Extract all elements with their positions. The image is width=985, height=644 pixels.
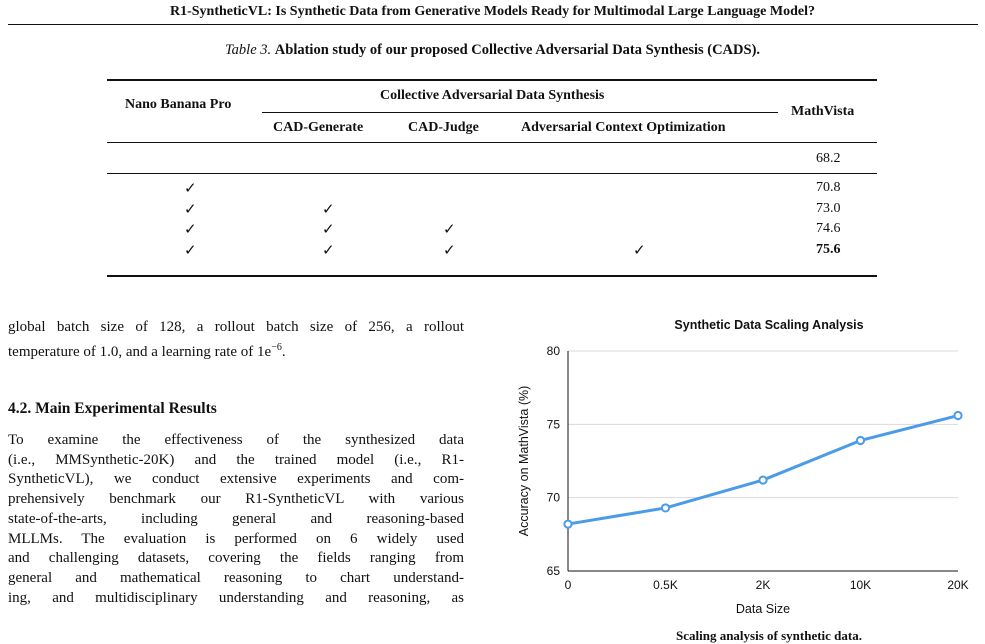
intro-line-1: global batch size of 128, a rollout batc… (8, 319, 464, 335)
table-top-rule (107, 79, 877, 81)
figure-caption: Scaling analysis of synthetic data. (676, 628, 862, 643)
intro-line-2-text: temperature of 1.0, and a learning rate … (8, 343, 272, 360)
y-axis-label: Accuracy on MathVista (%) (517, 386, 531, 537)
header-mathvista: MathVista (791, 104, 855, 119)
paragraph-line: state-of-the-arts, including general and… (8, 510, 464, 527)
table-label: Table 3. (224, 42, 272, 58)
y-tick-label: 70 (547, 491, 561, 505)
x-tick-label: 10K (850, 578, 871, 592)
y-tick-label: 75 (547, 417, 561, 431)
x-tick-label: 20K (947, 578, 968, 592)
paragraph-line: prehensively benchmark our R1-SyntheticV… (8, 491, 464, 508)
table-caption-text: Ablation study of our proposed Collectiv… (274, 42, 761, 58)
series-line (567, 414, 959, 526)
data-point (563, 519, 573, 529)
x-tick-label: 0 (565, 578, 572, 592)
intro-line-2-end: . (281, 343, 286, 360)
paragraph-line: To examine the effectiveness of the synt… (8, 432, 464, 448)
mathvista-score: 73.0 (816, 200, 841, 216)
data-point (660, 503, 671, 513)
check-mark-judge: ✓ (443, 240, 456, 259)
check-mark-nano: ✓ (184, 220, 197, 238)
paragraph-line: MLLMs. The evaluation is performed on 6 … (8, 530, 464, 547)
table-bottom-rule (107, 275, 877, 277)
mathvista-score: 75.6 (816, 241, 841, 257)
check-mark-nano: ✓ (184, 240, 197, 259)
header-nano-banana-pro: Nano Banana Pro (125, 97, 232, 112)
data-point (855, 435, 866, 446)
check-mark-generate: ✓ (322, 240, 335, 259)
check-mark-aco: ✓ (633, 240, 646, 259)
mathvista-score: 74.6 (816, 221, 841, 236)
paragraph-line: general and mathematical reasoning to ch… (8, 569, 464, 586)
table-group-rule (262, 112, 778, 113)
section-heading: 4.2. Main Experimental Results (8, 400, 217, 417)
paragraph-line: SyntheticVL), we conduct extensive exper… (8, 471, 464, 488)
check-mark-nano: ✓ (184, 199, 197, 218)
check-mark-nano: ✓ (184, 179, 197, 197)
running-header: R1-SyntheticVL: Is Synthetic Data from G… (170, 4, 815, 19)
header-cads-group: Collective Adversarial Data Synthesis (380, 88, 605, 103)
data-point (953, 410, 963, 421)
check-mark-judge: ✓ (443, 220, 456, 238)
intro-text: global batch size of 128, a rollout batc… (8, 318, 464, 362)
mathvista-score: 68.2 (816, 151, 841, 166)
paragraph-line: (i.e., MMSynthetic-20K) and the trained … (8, 451, 464, 468)
check-mark-generate: ✓ (322, 220, 335, 238)
y-tick-label: 80 (547, 344, 561, 358)
header-cad-judge: CAD-Judge (408, 120, 479, 135)
y-tick-label: 65 (547, 564, 561, 578)
x-tick-label: 2K (756, 578, 771, 592)
main-results-paragraph: To examine the effectiveness of the synt… (8, 431, 464, 608)
x-tick-label: 0.5K (653, 578, 678, 592)
paragraph-line: and challenging datasets, covering the f… (8, 550, 464, 567)
table-header-rule (107, 142, 877, 143)
check-mark-generate: ✓ (322, 199, 335, 218)
mathvista-score: 70.8 (816, 180, 841, 195)
header-rule (8, 24, 978, 26)
table-baseline-rule (107, 173, 877, 174)
chart-title: Synthetic Data Scaling Analysis (674, 318, 864, 332)
header-adversarial-context-optimization: Adversarial Context Optimization (521, 120, 726, 135)
x-axis-label: Data Size (736, 602, 790, 616)
header-cad-generate: CAD-Generate (273, 120, 364, 135)
intro-line-2: temperature of 1.0, and a learning rate … (8, 338, 464, 363)
data-point (758, 475, 768, 485)
paragraph-line: ing, and multidisciplinary understanding… (8, 589, 464, 606)
learning-rate-exponent: −6 (271, 341, 282, 353)
table-caption: Table 3. Ablation study of our proposed … (0, 42, 985, 59)
